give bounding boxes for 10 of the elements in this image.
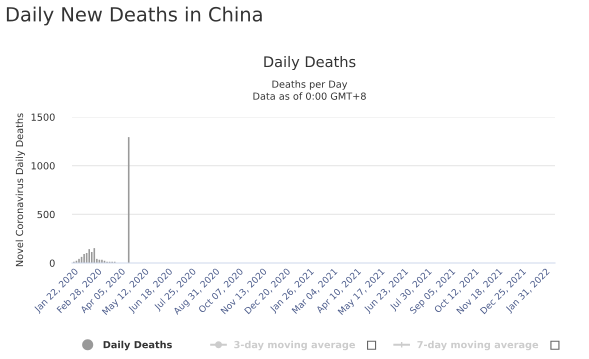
- text: Data as of 0:00 GMT+8: [253, 92, 366, 100]
- y-tick-label: 1500: [32, 113, 55, 121]
- chart-title: Daily New Deaths in China: [6, 6, 262, 26]
- legend-label: Daily Deaths: [104, 340, 172, 350]
- y-tick-label: 1000: [32, 162, 55, 170]
- y-tick-label: 0: [50, 259, 55, 267]
- y-axis-title: Novel Coronavirus Daily Deaths: [16, 113, 26, 266]
- chart-subtitle: Daily Deaths: [264, 56, 356, 70]
- text: Deaths per Day: [272, 80, 348, 90]
- y-tick-label: 500: [38, 210, 55, 218]
